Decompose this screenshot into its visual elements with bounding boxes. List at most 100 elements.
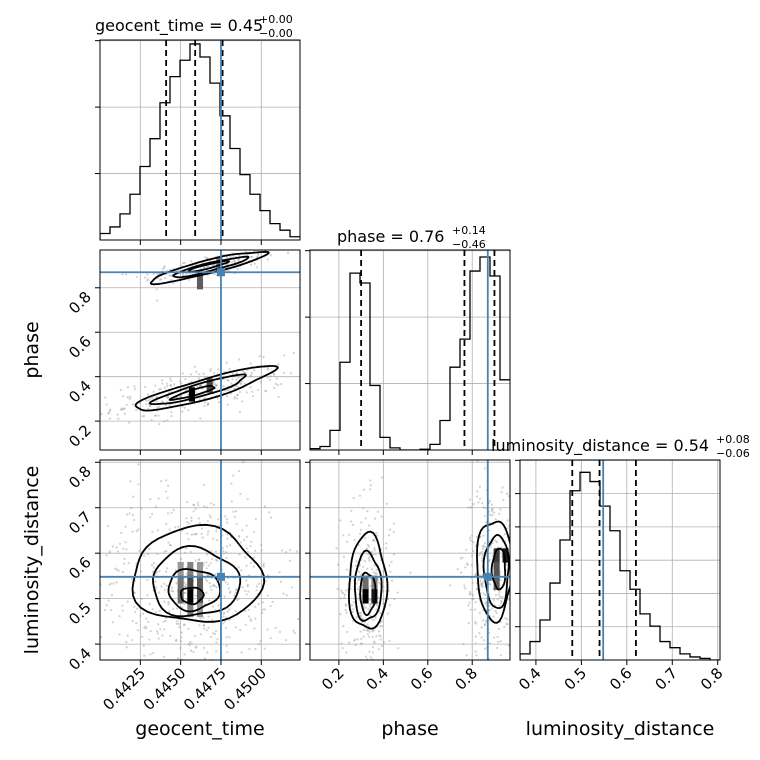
- scatter-point: [494, 539, 497, 542]
- histogram-step: [310, 256, 510, 450]
- scatter-point: [500, 599, 503, 603]
- scatter-point: [110, 593, 114, 597]
- scatter-point: [239, 541, 242, 544]
- scatter-point: [505, 622, 508, 625]
- scatter-point: [121, 570, 124, 573]
- scatter-point: [200, 384, 203, 387]
- scatter-point: [501, 486, 504, 489]
- scatter-point: [216, 539, 219, 542]
- scatter-point: [469, 536, 472, 540]
- scatter-point: [245, 391, 248, 394]
- scatter-point: [174, 526, 177, 529]
- scatter-point: [473, 621, 477, 624]
- density-block: [371, 589, 378, 604]
- scatter-point: [115, 581, 118, 584]
- x-axis-label-luminosity-distance: luminosity_distance: [526, 718, 715, 740]
- scatter-point: [500, 491, 503, 494]
- scatter-point: [269, 637, 272, 640]
- scatter-point: [392, 530, 395, 534]
- scatter-point: [362, 603, 365, 606]
- scatter-point: [355, 582, 358, 585]
- scatter-point: [496, 598, 499, 601]
- scatter-point: [350, 604, 354, 607]
- scatter-point: [57, 536, 59, 538]
- scatter-point: [50, 593, 52, 595]
- contour-line: [167, 568, 221, 613]
- scatter-point: [228, 635, 231, 639]
- scatter-point: [469, 539, 472, 542]
- scatter-point: [511, 577, 513, 579]
- scatter-point: [183, 591, 186, 595]
- scatter-point: [232, 474, 235, 477]
- density-block: [188, 387, 195, 402]
- scatter-point: [225, 389, 228, 392]
- scatter-point: [254, 617, 257, 620]
- scatter-point: [359, 615, 363, 618]
- scatter-point: [488, 558, 491, 562]
- scatter-point: [506, 492, 509, 495]
- scatter-point: [475, 622, 478, 625]
- scatter-point: [377, 581, 381, 584]
- scatter-point: [277, 395, 280, 399]
- scatter-point: [361, 565, 365, 568]
- scatter-point: [169, 544, 172, 547]
- scatter-point: [133, 605, 136, 608]
- scatter-point: [470, 534, 474, 537]
- scatter-point: [358, 570, 361, 574]
- scatter-point: [379, 612, 382, 615]
- scatter-point: [140, 597, 144, 600]
- scatter-point: [195, 532, 198, 536]
- scatter-point: [295, 550, 298, 553]
- scatter-point: [234, 510, 238, 513]
- scatter-point: [345, 651, 348, 654]
- scatter-point: [378, 630, 381, 633]
- scatter-point: [155, 630, 159, 633]
- scatter-point: [499, 621, 502, 624]
- scatter-point: [105, 604, 108, 607]
- scatter-point: [478, 573, 481, 577]
- scatter-point: [515, 570, 517, 572]
- scatter-point: [484, 600, 488, 604]
- scatter-point: [378, 634, 381, 637]
- scatter-point: [465, 654, 468, 657]
- scatter-point: [480, 550, 483, 553]
- title-luminosity-distance-sub: −0.06: [716, 447, 750, 460]
- scatter-point: [233, 260, 236, 263]
- scatter-point: [245, 535, 248, 538]
- scatter-point: [380, 624, 383, 628]
- scatter-point: [490, 508, 493, 511]
- scatter-point: [118, 615, 121, 618]
- tick-label-x: 0.4: [515, 664, 545, 694]
- scatter-point: [126, 600, 129, 603]
- title-geocent-time-sub: −0.00: [259, 27, 293, 40]
- truth-marker: [216, 572, 225, 581]
- scatter-point: [516, 596, 518, 598]
- scatter-point: [375, 604, 378, 607]
- scatter-point: [162, 620, 165, 623]
- scatter-point: [493, 636, 496, 639]
- scatter-point: [249, 255, 253, 259]
- scatter-point: [175, 607, 179, 610]
- scatter-point: [131, 403, 135, 406]
- scatter-point: [89, 595, 91, 597]
- scatter-point: [215, 586, 218, 589]
- scatter-point: [189, 550, 192, 553]
- scatter-point: [359, 528, 363, 532]
- scatter-point: [273, 386, 276, 390]
- scatter-point: [368, 630, 371, 633]
- scatter-point: [268, 378, 272, 382]
- scatter-point: [194, 594, 197, 597]
- scatter-point: [311, 572, 313, 574]
- scatter-point: [232, 387, 235, 390]
- scatter-point: [215, 530, 218, 533]
- scatter-point: [172, 607, 175, 611]
- scatter-point: [374, 553, 377, 556]
- scatter-point: [379, 625, 382, 628]
- scatter-point: [351, 665, 353, 667]
- scatter-point: [392, 553, 396, 556]
- scatter-point: [95, 666, 97, 668]
- scatter-point: [385, 502, 388, 505]
- scatter-point: [470, 554, 474, 557]
- scatter-point: [158, 388, 161, 391]
- scatter-point: [352, 518, 354, 520]
